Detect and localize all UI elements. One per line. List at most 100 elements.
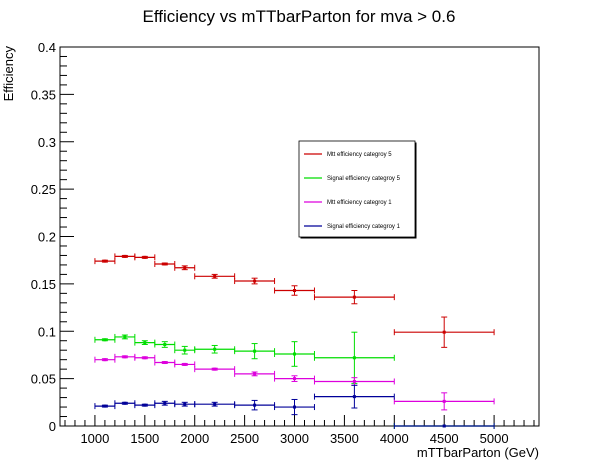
legend-box <box>298 140 416 238</box>
data-point <box>134 339 156 346</box>
marker <box>123 335 127 339</box>
data-point <box>393 392 495 411</box>
x-tick-label: 2000 <box>180 431 209 446</box>
data-point <box>194 344 236 354</box>
x-tick-label: 1000 <box>80 431 109 446</box>
data-point <box>194 366 236 373</box>
data-point <box>134 254 156 261</box>
data-point <box>194 401 236 408</box>
marker <box>442 424 446 428</box>
series-1 <box>94 253 495 348</box>
marker <box>103 358 107 362</box>
data-point <box>174 345 196 355</box>
data-point <box>154 400 176 407</box>
data-point <box>134 354 156 361</box>
marker <box>183 362 187 366</box>
data-point <box>274 375 315 382</box>
marker <box>293 405 297 409</box>
marker <box>442 330 446 334</box>
marker <box>442 399 446 403</box>
x-tick-label: 3500 <box>330 431 359 446</box>
marker <box>183 266 187 270</box>
data-point <box>94 258 116 265</box>
chart-title: Efficiency vs mTTbarParton for mva > 0.6 <box>143 7 456 26</box>
marker <box>163 401 167 405</box>
data-point <box>313 331 395 384</box>
data-point <box>234 399 276 411</box>
marker <box>183 348 187 352</box>
y-tick-label: 0.1 <box>38 324 56 339</box>
marker <box>123 401 127 405</box>
marker <box>213 274 217 278</box>
marker <box>143 403 147 407</box>
series-3 <box>94 353 495 411</box>
data-point <box>94 403 116 410</box>
marker <box>293 352 297 356</box>
marker <box>253 403 257 407</box>
x-tick-label: 4500 <box>430 431 459 446</box>
data-point <box>114 253 136 260</box>
data-point <box>274 285 315 296</box>
marker <box>123 355 127 359</box>
data-point <box>313 384 395 409</box>
marker <box>123 254 127 258</box>
axis-ticks: 1000 1500 2000 2500 3000 3500 4000 4500 5000 0 0.0… <box>31 40 535 446</box>
data-point <box>274 341 315 367</box>
legend-label: Signal efficiency categroy 5 <box>327 176 401 182</box>
marker <box>213 347 217 351</box>
data-series <box>94 253 495 429</box>
y-tick-label: 0.05 <box>31 372 56 387</box>
x-axis-label: mTTbarParton (GeV) <box>417 445 539 460</box>
data-point <box>234 277 276 285</box>
data-point <box>393 316 495 348</box>
series-2 <box>94 331 495 429</box>
data-point <box>393 423 495 429</box>
legend-label: Signal efficiency categroy 1 <box>327 224 401 230</box>
legend-label: Mtt efficiency categroy 1 <box>327 200 392 206</box>
marker <box>103 404 107 408</box>
x-tick-label: 4000 <box>380 431 409 446</box>
marker <box>163 262 167 266</box>
y-tick-label: 0.2 <box>38 230 56 245</box>
data-point <box>174 401 196 408</box>
marker <box>213 367 217 371</box>
legend-label: Mtt efficiency categroy 5 <box>327 152 392 158</box>
data-point <box>114 333 136 340</box>
data-point <box>154 359 176 366</box>
data-point <box>154 341 176 348</box>
data-point <box>174 264 196 271</box>
x-tick-label: 1500 <box>130 431 159 446</box>
y-tick-label: 0.3 <box>38 135 56 150</box>
legend: Mtt efficiency categroy 5 Signal efficien… <box>298 140 417 239</box>
data-point <box>234 343 276 360</box>
marker <box>293 289 297 293</box>
y-tick-label: 0 <box>49 419 56 434</box>
x-tick-label: 5000 <box>480 431 509 446</box>
y-tick-label: 0.25 <box>31 182 56 197</box>
marker <box>352 356 356 360</box>
marker <box>183 402 187 406</box>
y-axis-label: Efficiency <box>1 46 16 102</box>
marker <box>213 402 217 406</box>
marker <box>143 356 147 360</box>
data-point <box>313 290 395 305</box>
marker <box>253 279 257 283</box>
data-point <box>154 260 176 267</box>
marker <box>352 295 356 299</box>
data-point <box>114 353 136 360</box>
data-point <box>94 336 116 343</box>
marker <box>103 259 107 263</box>
marker <box>103 338 107 342</box>
data-point <box>194 273 236 280</box>
marker <box>143 255 147 259</box>
marker <box>143 341 147 345</box>
series-4 <box>94 384 495 429</box>
marker <box>253 349 257 353</box>
marker <box>352 395 356 399</box>
marker <box>293 377 297 381</box>
y-tick-label: 0.4 <box>38 40 56 55</box>
marker <box>352 379 356 383</box>
data-point <box>274 398 315 416</box>
